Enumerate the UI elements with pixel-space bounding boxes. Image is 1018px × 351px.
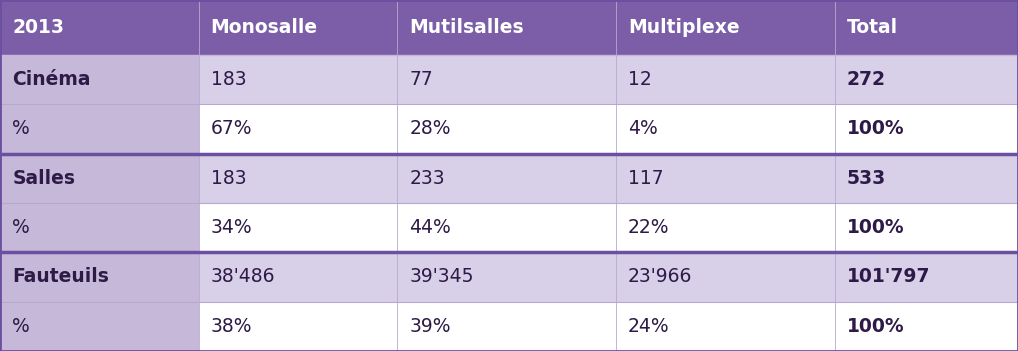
Bar xyxy=(835,154,1018,203)
Bar xyxy=(835,104,1018,154)
Text: 233: 233 xyxy=(409,169,445,188)
Bar xyxy=(616,0,835,55)
Bar xyxy=(835,55,1018,104)
Text: 22%: 22% xyxy=(628,218,670,237)
Bar xyxy=(616,203,835,252)
Bar xyxy=(199,154,397,203)
Bar xyxy=(0,104,199,154)
Text: 39%: 39% xyxy=(409,317,451,336)
Text: 38%: 38% xyxy=(211,317,252,336)
Bar xyxy=(199,0,397,55)
Text: %: % xyxy=(12,218,30,237)
Text: Cinéma: Cinéma xyxy=(12,70,91,89)
Text: 28%: 28% xyxy=(409,119,451,139)
Text: Multiplexe: Multiplexe xyxy=(628,18,740,37)
Bar xyxy=(397,252,616,302)
Bar xyxy=(616,302,835,351)
Text: 117: 117 xyxy=(628,169,664,188)
Text: 101'797: 101'797 xyxy=(847,267,930,286)
Bar xyxy=(397,0,616,55)
Text: 67%: 67% xyxy=(211,119,252,139)
Bar xyxy=(835,203,1018,252)
Bar xyxy=(0,203,199,252)
Text: 2013: 2013 xyxy=(12,18,64,37)
Text: 183: 183 xyxy=(211,70,246,89)
Bar xyxy=(835,302,1018,351)
Bar xyxy=(397,302,616,351)
Bar xyxy=(0,154,199,203)
Text: 100%: 100% xyxy=(847,218,905,237)
Bar xyxy=(616,104,835,154)
Text: 44%: 44% xyxy=(409,218,451,237)
Text: 183: 183 xyxy=(211,169,246,188)
Bar xyxy=(199,302,397,351)
Text: %: % xyxy=(12,119,30,139)
Bar xyxy=(199,203,397,252)
Bar xyxy=(835,0,1018,55)
Bar xyxy=(616,154,835,203)
Bar xyxy=(616,55,835,104)
Bar xyxy=(199,55,397,104)
Text: 34%: 34% xyxy=(211,218,252,237)
Bar xyxy=(0,0,199,55)
Text: 272: 272 xyxy=(847,70,886,89)
Text: Mutilsalles: Mutilsalles xyxy=(409,18,524,37)
Bar xyxy=(835,252,1018,302)
Text: 100%: 100% xyxy=(847,119,905,139)
Text: 533: 533 xyxy=(847,169,887,188)
Text: Fauteuils: Fauteuils xyxy=(12,267,109,286)
Text: Monosalle: Monosalle xyxy=(211,18,318,37)
Bar xyxy=(199,252,397,302)
Text: Total: Total xyxy=(847,18,898,37)
Bar xyxy=(616,252,835,302)
Text: %: % xyxy=(12,317,30,336)
Text: 4%: 4% xyxy=(628,119,658,139)
Text: 12: 12 xyxy=(628,70,652,89)
Text: 38'486: 38'486 xyxy=(211,267,275,286)
Bar xyxy=(0,302,199,351)
Text: Salles: Salles xyxy=(12,169,75,188)
Bar xyxy=(199,104,397,154)
Bar xyxy=(397,154,616,203)
Text: 39'345: 39'345 xyxy=(409,267,473,286)
Text: 77: 77 xyxy=(409,70,433,89)
Bar xyxy=(397,104,616,154)
Bar xyxy=(0,252,199,302)
Bar xyxy=(0,55,199,104)
Text: 24%: 24% xyxy=(628,317,670,336)
Text: 23'966: 23'966 xyxy=(628,267,692,286)
Text: 100%: 100% xyxy=(847,317,905,336)
Bar xyxy=(397,203,616,252)
Bar xyxy=(397,55,616,104)
